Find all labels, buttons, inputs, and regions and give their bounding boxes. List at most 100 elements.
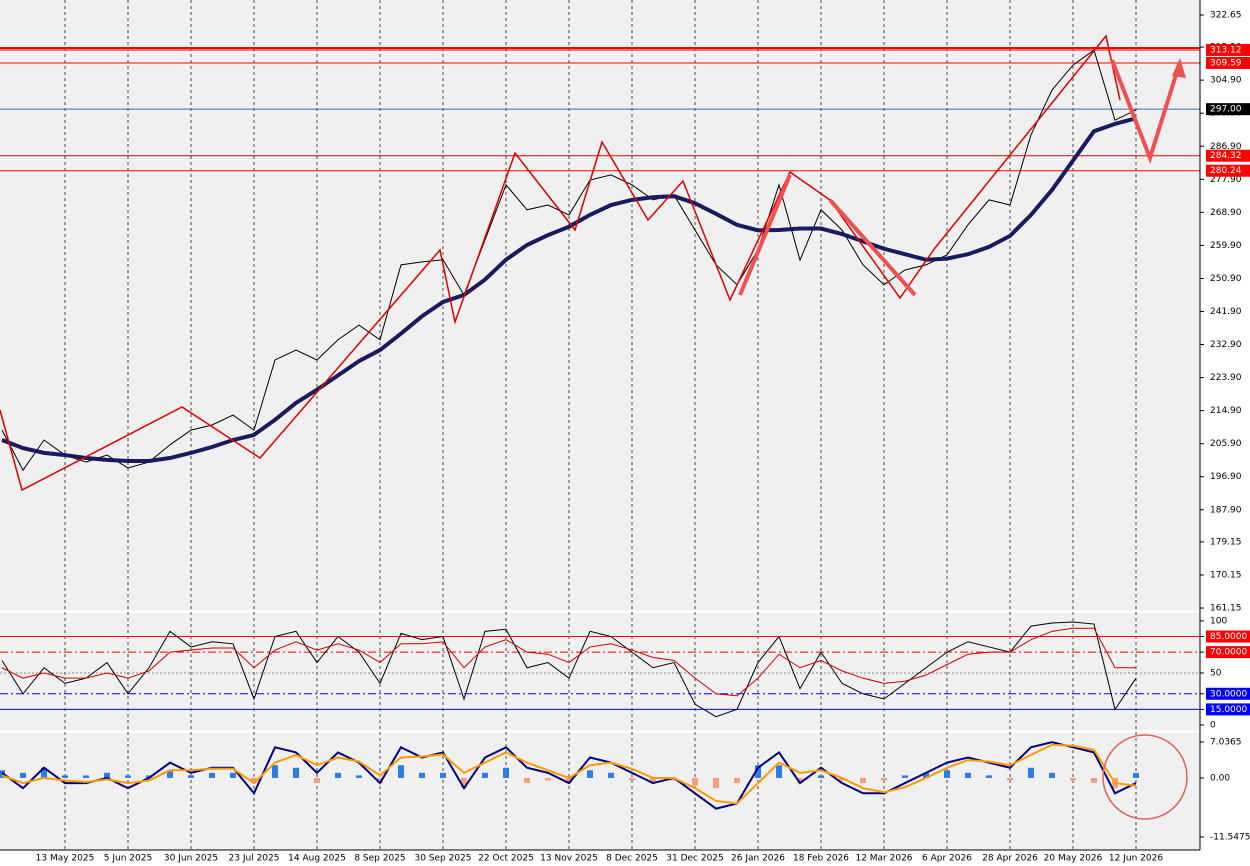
histogram-bar	[230, 772, 236, 778]
histogram-bar	[713, 777, 719, 789]
series-line	[1, 116, 1137, 463]
y-tick-label: 179.15	[1210, 537, 1242, 547]
x-tick-label: 28 Apr 2026	[982, 854, 1038, 864]
x-tick-label: 30 Jun 2025	[164, 854, 218, 864]
histogram-bar	[524, 777, 530, 784]
histogram-bar	[419, 772, 425, 778]
x-tick-label: 20 May 2026	[1044, 854, 1103, 864]
forecast-arrow	[1110, 59, 1182, 165]
tick-label-box	[1206, 687, 1250, 700]
histogram-bar	[461, 777, 467, 789]
level-label-box	[1206, 164, 1250, 177]
y-tick-label: 50	[1210, 668, 1222, 678]
histogram-bar	[356, 775, 362, 778]
y-tick-label: 70.0000	[1210, 648, 1247, 658]
histogram-bar	[860, 777, 866, 784]
histogram-bar	[482, 772, 488, 778]
series-line	[1, 743, 1137, 805]
histogram-bar	[566, 777, 572, 784]
level-label-box	[1206, 43, 1250, 56]
histogram-bar	[41, 767, 47, 778]
level-label-box	[1206, 149, 1250, 162]
x-tick-label: 22 Oct 2025	[478, 854, 534, 864]
y-tick-label: 170.15	[1210, 570, 1242, 580]
histogram-bar	[314, 777, 320, 784]
histogram-bar	[839, 777, 845, 781]
histogram-bar	[251, 777, 257, 784]
tick-label-box	[1206, 646, 1250, 659]
histogram-bar	[104, 772, 110, 778]
histogram-bar	[944, 770, 950, 778]
y-tick-label: 0	[1210, 721, 1216, 731]
histogram-bar	[923, 772, 929, 778]
histogram-bar	[545, 777, 551, 781]
histogram-bar	[650, 777, 656, 784]
level-label: 280.24	[1210, 166, 1242, 176]
histogram-bar	[818, 775, 824, 778]
series-line	[1, 627, 1136, 697]
histogram-bar	[692, 777, 698, 786]
series-line	[1, 49, 1137, 472]
price-panel	[0, 0, 1200, 610]
histogram-bar	[335, 772, 341, 778]
level-label: 313.12	[1210, 45, 1242, 55]
trend-arrow	[828, 198, 917, 297]
histogram-bar	[797, 777, 803, 784]
y-tick-label: 85.0000	[1210, 632, 1247, 642]
level-label-box	[1206, 103, 1250, 116]
x-tick-label: 6 Apr 2026	[922, 854, 972, 864]
histogram-bar	[125, 775, 131, 778]
y-tick-label: 161.15	[1210, 604, 1242, 614]
x-tick-label: 5 Jun 2025	[104, 854, 152, 864]
y-tick-label: 196.90	[1210, 472, 1242, 482]
tick-label-box	[1206, 630, 1250, 643]
y-tick-label: 187.90	[1210, 505, 1242, 515]
y-tick-label: 7.0365	[1210, 738, 1242, 748]
x-tick-label: 12 Jun 2026	[1109, 854, 1163, 864]
x-tick-label: 12 Mar 2026	[855, 854, 912, 864]
y-tick-label: 286.90	[1210, 142, 1242, 152]
histogram-bar	[503, 767, 509, 778]
y-tick-label: 322.65	[1210, 10, 1242, 20]
y-tick-label: 100	[1210, 616, 1227, 626]
y-tick-label: 250.90	[1210, 274, 1242, 284]
y-tick-label: 205.90	[1210, 439, 1242, 449]
histogram-bar	[83, 775, 89, 778]
histogram-bar	[986, 775, 992, 778]
histogram-bar	[272, 765, 278, 778]
series-line	[1, 621, 1137, 718]
histogram-bar	[776, 765, 782, 778]
level-label: 284.32	[1210, 151, 1242, 161]
x-tick-label: 26 Jan 2026	[731, 854, 785, 864]
y-tick-label: 232.90	[1210, 340, 1242, 350]
level-label-box	[1206, 56, 1250, 69]
histogram-bar	[167, 770, 173, 778]
y-tick-label: 304.90	[1210, 76, 1242, 86]
x-tick-label: 13 Nov 2025	[540, 854, 598, 864]
histogram-bar	[188, 775, 194, 778]
histogram-bar	[209, 772, 215, 778]
series-line	[1, 741, 1137, 810]
y-tick-label: 268.90	[1210, 208, 1242, 218]
x-tick-label: 13 May 2025	[36, 854, 95, 864]
histogram-bar	[881, 777, 887, 781]
histogram-bar	[608, 772, 614, 778]
histogram-bar	[1133, 772, 1139, 778]
x-tick-label: 8 Sep 2025	[354, 854, 405, 864]
y-tick-label: 241.90	[1210, 307, 1242, 317]
histogram-bar	[902, 775, 908, 778]
x-tick-label: 23 Jul 2025	[229, 854, 280, 864]
histogram-bar	[1091, 777, 1097, 784]
y-tick-label: 277.90	[1210, 175, 1242, 185]
trend-arrow	[738, 174, 792, 296]
zigzag	[0, 34, 1121, 492]
histogram-bar	[293, 767, 299, 778]
y-tick-label: 259.90	[1210, 241, 1242, 251]
histogram-bar	[1007, 777, 1013, 781]
histogram-bar	[1049, 772, 1055, 778]
histogram-bar	[1028, 767, 1034, 778]
oscillator-panel	[0, 613, 1200, 730]
tick-label-box	[1206, 703, 1250, 716]
